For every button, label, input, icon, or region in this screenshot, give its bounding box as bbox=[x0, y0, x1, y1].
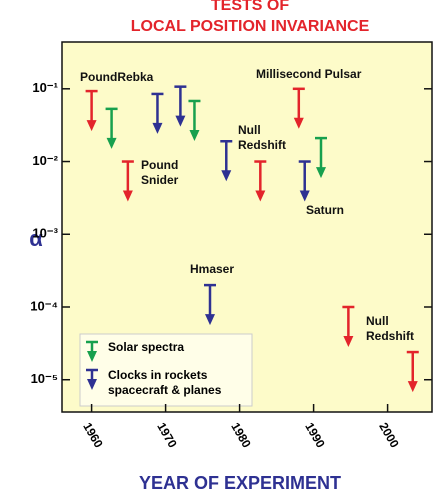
arrow-head bbox=[221, 170, 232, 182]
upper-limit-arrow bbox=[254, 160, 267, 202]
legend-symbol bbox=[86, 340, 98, 362]
upper-limit-arrow bbox=[292, 87, 305, 129]
upper-limit-arrow bbox=[315, 136, 327, 179]
arrow-head bbox=[122, 190, 133, 202]
upper-limit-arrow bbox=[174, 85, 187, 127]
y-tick-label: 10⁻⁴ bbox=[30, 298, 58, 313]
y-tick-label: 10⁻² bbox=[32, 153, 58, 168]
legend-symbol bbox=[86, 368, 98, 390]
annotation: PoundRebka bbox=[80, 70, 154, 84]
upper-limit-arrow bbox=[406, 350, 419, 393]
legend-label: Clocks in rockets bbox=[108, 368, 208, 382]
upper-limit-arrow bbox=[188, 99, 201, 141]
x-tick-label: 1970 bbox=[154, 420, 180, 450]
x-tick-label: 1960 bbox=[80, 420, 106, 450]
upper-limit-arrow bbox=[342, 305, 355, 347]
annotation: Snider bbox=[141, 173, 179, 187]
upper-limit-arrow bbox=[220, 140, 233, 182]
legend-label: spacecraft & planes bbox=[108, 383, 222, 397]
arrow-head bbox=[299, 190, 310, 202]
arrow-head bbox=[343, 335, 354, 347]
annotation: Null bbox=[238, 123, 261, 137]
upper-limit-arrow bbox=[121, 160, 134, 202]
arrow-head bbox=[407, 381, 418, 393]
arrow-head bbox=[87, 379, 97, 390]
annotation: Pound bbox=[141, 158, 178, 172]
upper-limit-arrow bbox=[204, 283, 216, 326]
chart-title: TESTS OF bbox=[211, 0, 289, 14]
y-axis-label: α bbox=[29, 226, 43, 251]
arrow-head bbox=[255, 190, 266, 202]
annotation: Hmaser bbox=[190, 262, 234, 276]
arrow-head bbox=[189, 129, 200, 141]
upper-limit-arrow bbox=[85, 89, 98, 132]
y-tick-label: 10⁻⁵ bbox=[31, 371, 58, 386]
x-tick-label: 1980 bbox=[228, 420, 254, 450]
annotation: Saturn bbox=[306, 203, 344, 217]
upper-limit-arrow bbox=[151, 92, 164, 134]
arrow-head bbox=[316, 167, 326, 179]
legend-label: Solar spectra bbox=[108, 340, 184, 354]
annotation: Null bbox=[366, 314, 389, 328]
x-tick-label: 2000 bbox=[376, 420, 402, 450]
arrow-head bbox=[87, 351, 97, 362]
annotation: Millisecond Pulsar bbox=[256, 67, 362, 81]
annotation: Redshift bbox=[238, 138, 286, 152]
x-axis-label: YEAR OF EXPERIMENT bbox=[139, 473, 341, 492]
arrow-head bbox=[205, 314, 215, 326]
x-tick-label: 1990 bbox=[302, 420, 328, 450]
arrow-head bbox=[293, 117, 304, 129]
arrow-head bbox=[106, 137, 117, 149]
arrow-head bbox=[152, 122, 163, 134]
y-tick-label: 10⁻³ bbox=[32, 226, 58, 241]
chart-title: LOCAL POSITION INVARIANCE bbox=[131, 18, 370, 35]
arrow-head bbox=[175, 115, 186, 127]
upper-limit-arrow bbox=[298, 160, 311, 202]
y-tick-label: 10⁻¹ bbox=[32, 80, 58, 95]
annotation: Redshift bbox=[366, 329, 414, 343]
arrow-head bbox=[86, 120, 97, 132]
upper-limit-arrow bbox=[105, 107, 118, 149]
